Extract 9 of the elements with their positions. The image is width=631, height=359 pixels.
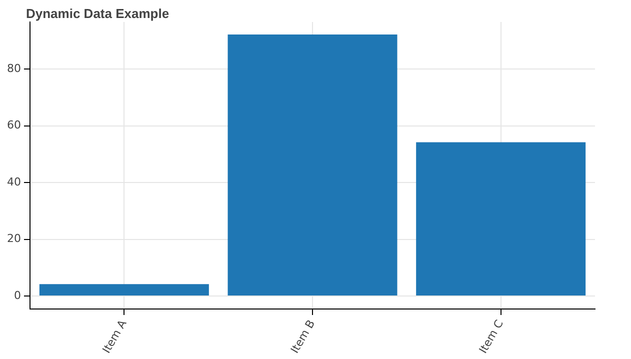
chart-title: Dynamic Data Example (26, 6, 170, 21)
bar (228, 34, 398, 296)
bar (416, 142, 586, 296)
y-tick-label: 0 (14, 288, 21, 302)
y-tick-label: 80 (6, 62, 21, 75)
y-tick-label: 60 (6, 118, 21, 132)
y-tick-label: 20 (6, 232, 21, 246)
bar (39, 284, 209, 296)
y-tick-label: 40 (6, 175, 21, 188)
